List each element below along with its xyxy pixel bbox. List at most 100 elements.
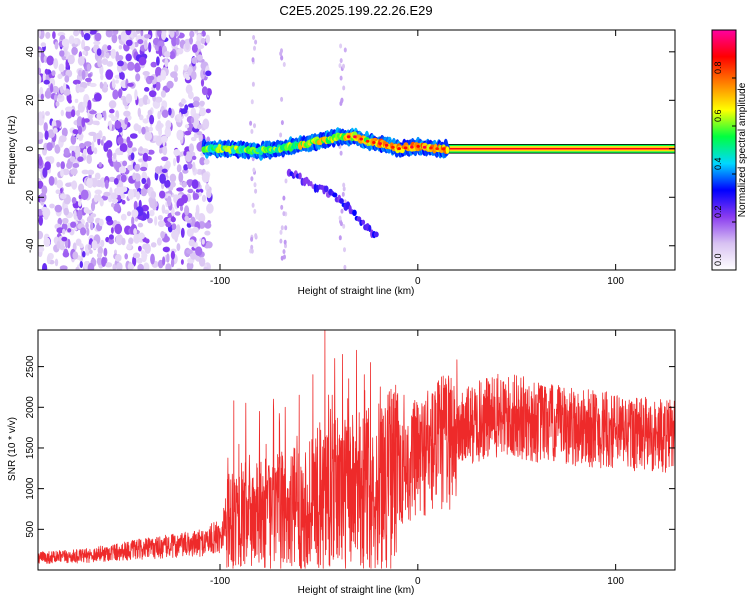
- noise-blob: [46, 142, 53, 151]
- faint-column-blob: [253, 182, 257, 188]
- noise-blob: [134, 179, 141, 190]
- noise-blob: [105, 140, 113, 148]
- noise-blob: [115, 51, 120, 62]
- noise-blob: [89, 249, 93, 255]
- noise-blob: [89, 30, 97, 35]
- noise-blob: [135, 73, 141, 82]
- noise-blob: [154, 216, 158, 226]
- noise-blob: [196, 131, 203, 136]
- noise-blob: [59, 244, 65, 251]
- noise-blob: [79, 261, 84, 268]
- noise-blob: [170, 250, 175, 260]
- noise-blob: [94, 32, 102, 42]
- noise-blob: [144, 87, 150, 92]
- noise-blob: [141, 177, 147, 185]
- noise-blob: [54, 41, 59, 50]
- noise-blob: [171, 35, 177, 47]
- ridge-peak: [359, 137, 364, 141]
- noise-blob: [174, 211, 181, 216]
- noise-blob: [195, 204, 200, 215]
- noise-blob: [177, 48, 184, 55]
- noise-blob: [71, 197, 77, 204]
- noise-blob: [91, 141, 95, 152]
- noise-blob: [93, 194, 99, 203]
- noise-blob: [162, 246, 170, 253]
- constant-band: [447, 144, 675, 147]
- noise-blob: [81, 39, 86, 50]
- faint-column-blob: [252, 35, 256, 40]
- snr-plot-area: [38, 330, 675, 569]
- noise-blob: [199, 157, 206, 166]
- noise-blob: [188, 91, 194, 100]
- noise-blob: [114, 249, 117, 255]
- noise-blob: [171, 223, 177, 231]
- noise-blob: [59, 50, 65, 57]
- secondary-branch-blob: [361, 219, 366, 225]
- noise-blob: [205, 34, 210, 44]
- noise-blob: [125, 78, 129, 89]
- noise-blob: [125, 30, 132, 36]
- noise-blob: [69, 156, 76, 163]
- faint-column-blob: [338, 235, 342, 241]
- noise-blob: [160, 69, 167, 81]
- ridge-peak: [403, 146, 408, 150]
- noise-blob: [127, 82, 134, 87]
- noise-blob: [66, 162, 73, 169]
- noise-blob: [67, 228, 72, 233]
- noise-blob: [180, 259, 184, 265]
- noise-blob: [134, 163, 140, 172]
- noise-blob: [173, 64, 179, 73]
- noise-blob: [159, 190, 166, 199]
- faint-column-blob: [339, 221, 343, 227]
- noise-blob: [62, 228, 66, 235]
- y-tick-label: 2500: [25, 355, 36, 378]
- noise-blob: [189, 37, 193, 45]
- noise-blob: [38, 49, 42, 58]
- noise-blob: [114, 223, 123, 235]
- noise-blob: [142, 152, 149, 162]
- noise-blob: [90, 222, 94, 231]
- faint-column-blob: [253, 123, 256, 129]
- faint-column-blob: [338, 215, 342, 221]
- noise-blob: [72, 251, 79, 260]
- faint-column-blob: [284, 178, 288, 184]
- noise-blob: [155, 135, 163, 146]
- noise-blob: [144, 34, 151, 39]
- noise-blob: [187, 162, 193, 170]
- noise-blob: [120, 72, 125, 80]
- noise-blob: [197, 124, 202, 130]
- noise-blob: [157, 220, 166, 228]
- noise-blob: [178, 171, 184, 183]
- noise-blob: [132, 31, 138, 38]
- noise-blob: [100, 239, 105, 248]
- noise-blob: [170, 258, 175, 268]
- noise-blob: [52, 31, 56, 40]
- noise-blob: [137, 263, 144, 270]
- noise-blob: [103, 191, 111, 197]
- noise-blob: [166, 80, 174, 89]
- noise-blob: [105, 215, 113, 222]
- secondary-branch-blob: [368, 224, 372, 233]
- noise-blob: [94, 92, 102, 102]
- noise-blob: [81, 82, 88, 88]
- noise-blob: [191, 179, 199, 190]
- noise-blob: [201, 86, 208, 96]
- noise-blob: [182, 181, 187, 188]
- noise-blob: [88, 131, 97, 136]
- noise-blob: [144, 183, 149, 190]
- noise-blob: [165, 263, 172, 270]
- noise-blob: [176, 243, 181, 252]
- faint-column-blob: [283, 239, 287, 245]
- noise-blob: [120, 31, 127, 42]
- noise-blob: [148, 75, 155, 81]
- noise-blob: [65, 106, 73, 112]
- noise-blob: [157, 110, 161, 120]
- noise-blob: [68, 35, 75, 45]
- noise-blob: [84, 141, 92, 147]
- noise-blob: [205, 70, 212, 77]
- noise-blob: [201, 194, 207, 202]
- faint-column-blob: [284, 225, 288, 231]
- noise-blob: [142, 71, 150, 76]
- noise-blob: [53, 58, 59, 70]
